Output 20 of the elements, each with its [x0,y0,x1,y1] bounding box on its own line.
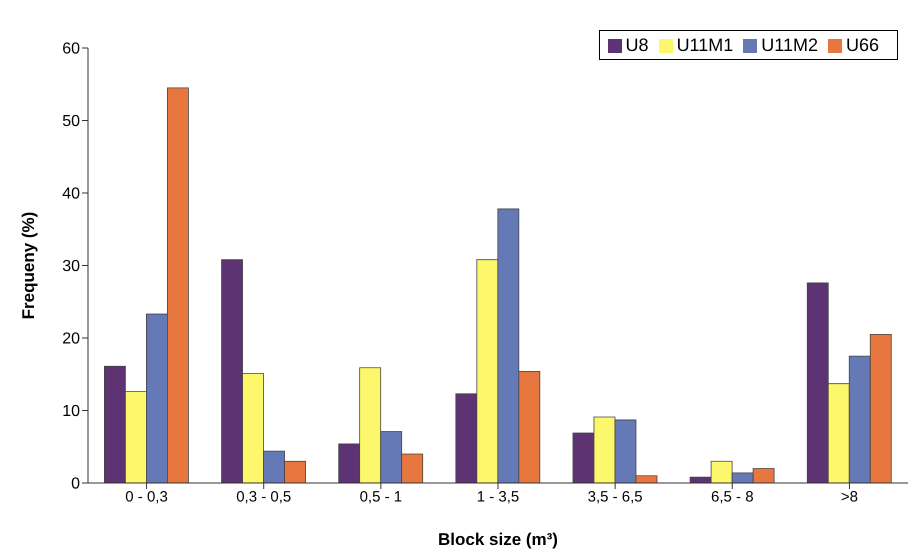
x-tick-label: >8 [840,488,858,506]
y-tick-label: 10 [62,403,80,420]
x-tick-label: 0,5 - 1 [360,488,402,506]
y-tick-label: 30 [62,258,80,276]
x-tick-label: 3,5 - 6,5 [588,488,643,506]
legend-label: U66 [846,35,879,55]
x-tick-label: 0 - 0,3 [125,488,168,506]
legend-label: U11M2 [761,35,818,55]
y-axis-title: Frequeny (%) [19,212,38,320]
y-tick-label: 50 [62,113,80,130]
x-tick-label: 6,5 - 8 [711,488,754,506]
legend-label: U8 [626,35,649,55]
legend-label: U11M1 [676,35,734,55]
y-tick-label: 60 [62,40,80,58]
x-axis-title: Block size (m³) [438,530,558,549]
y-tick-label: 0 [71,476,80,493]
x-tick-label: 0,3 - 0,5 [236,488,292,506]
y-tick-label: 20 [62,330,80,348]
x-tick-label: 1 - 3,5 [476,488,520,506]
y-tick-label: 40 [62,186,80,203]
